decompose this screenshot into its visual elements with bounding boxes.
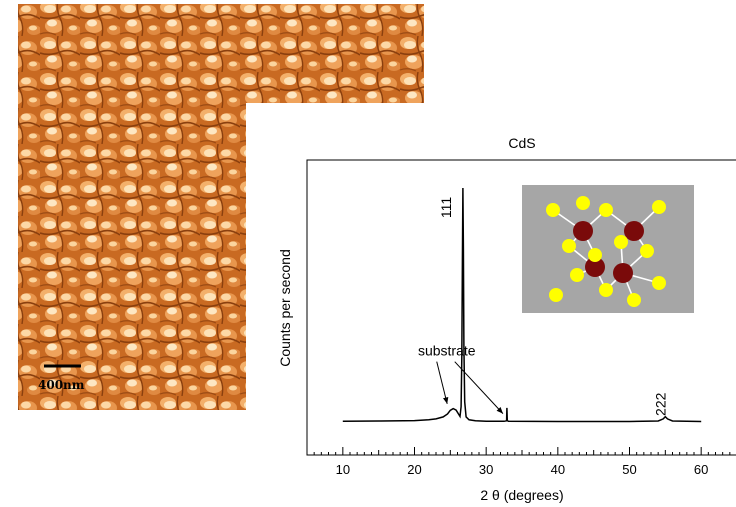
cadmium-atoms	[573, 221, 644, 283]
substrate-arrowhead	[496, 407, 503, 414]
sulfur-atom	[599, 283, 613, 297]
sulfur-atom	[627, 293, 641, 307]
afm-image: 400nm	[18, 4, 424, 410]
scale-bar-label: 400nm	[38, 378, 85, 392]
sulfur-atom	[546, 203, 560, 217]
annotation-substrate: substrate	[418, 343, 476, 359]
cadmium-atom	[624, 221, 644, 241]
crystal-structure-inset	[522, 185, 694, 313]
x-tick-label: 10	[336, 462, 350, 477]
annotation-111: 111	[438, 197, 454, 218]
x-tick-label: 20	[407, 462, 421, 477]
x-tick-label: 30	[479, 462, 493, 477]
x-tick-labels: 10 20 30 40 50 60	[336, 462, 709, 477]
x-tick-label: 50	[622, 462, 636, 477]
sulfur-atom	[599, 203, 613, 217]
y-axis-label: Counts per second	[277, 249, 293, 367]
sulfur-atom	[570, 268, 584, 282]
cadmium-atom	[613, 263, 633, 283]
x-ticks	[313, 447, 731, 455]
substrate-arrowhead	[443, 397, 449, 404]
sulfur-atom	[576, 196, 590, 210]
series-line	[342, 187, 702, 423]
x-tick-label: 60	[694, 462, 708, 477]
substrate-arrow	[454, 361, 504, 414]
substrate-arrow	[436, 361, 448, 405]
sulfur-atom	[640, 244, 654, 258]
x-axis-label: 2 θ (degrees)	[480, 487, 563, 503]
cadmium-atom	[573, 221, 593, 241]
x-tick-label: 40	[551, 462, 565, 477]
sulfur-atom	[652, 276, 666, 290]
sulfur-atom	[588, 248, 602, 262]
chart-title: CdS	[508, 135, 535, 151]
sulfur-atom	[614, 235, 628, 249]
sulfur-atom	[562, 239, 576, 253]
xrd-chart: CdS 10 20 30 40 50 60 2 θ (degrees) Counts pe…	[277, 135, 736, 503]
annotations: 111 222 substrate	[418, 197, 668, 416]
afm-scale-bar: 400nm	[38, 364, 85, 392]
sulfur-atom	[549, 288, 563, 302]
afm-surface	[18, 4, 424, 410]
sulfur-atom	[652, 200, 666, 214]
sulfur-atoms	[546, 196, 666, 307]
cadmium-atom	[585, 257, 605, 277]
annotation-222: 222	[652, 392, 668, 416]
